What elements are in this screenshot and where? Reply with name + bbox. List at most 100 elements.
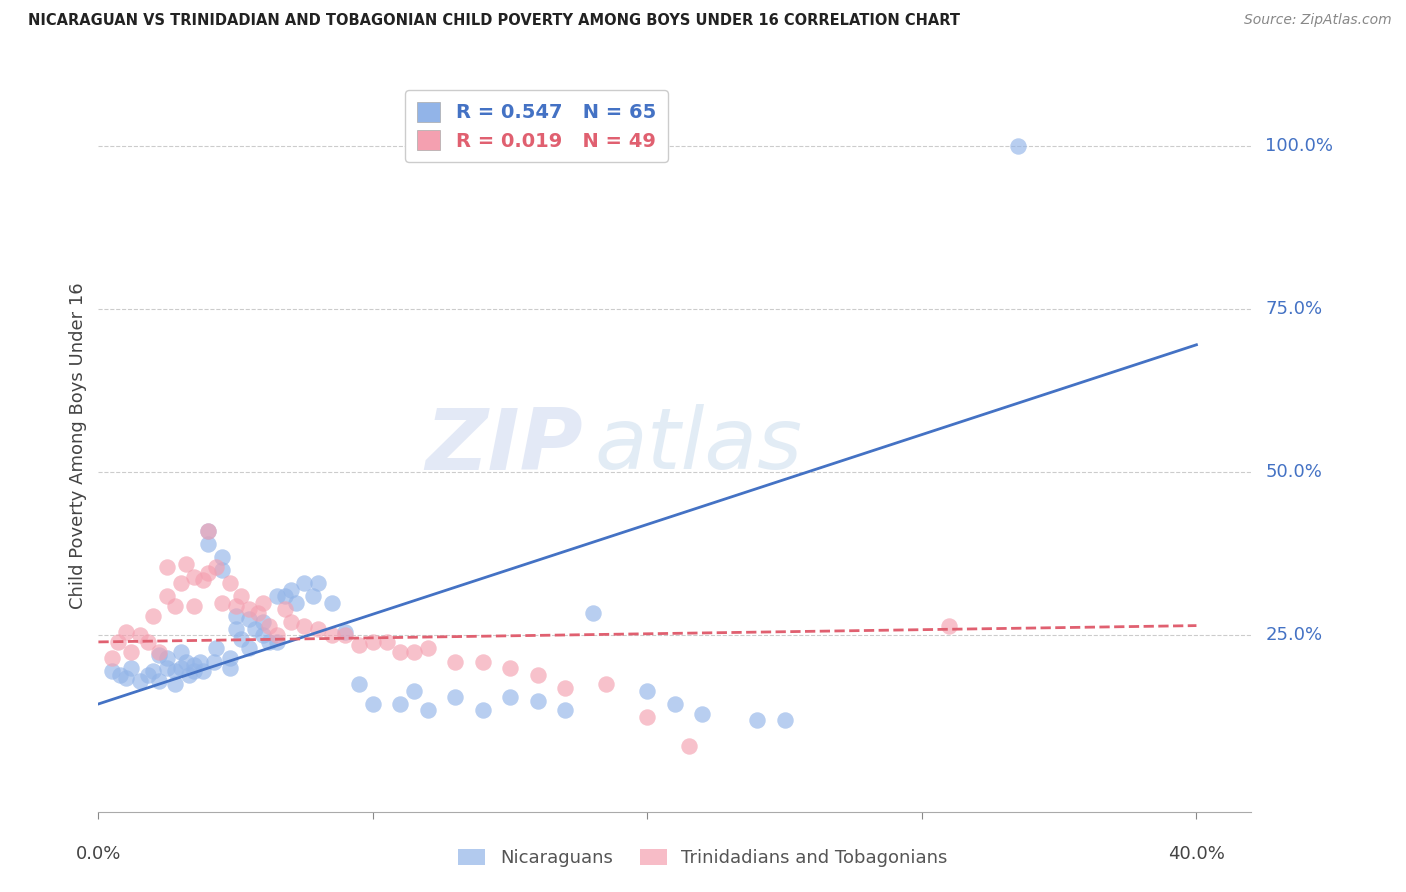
Point <box>170 661 193 675</box>
Point <box>156 651 179 665</box>
Point <box>404 684 426 698</box>
Point <box>307 576 329 591</box>
Point <box>347 638 370 652</box>
Point <box>444 655 467 669</box>
Point <box>499 690 522 705</box>
Point <box>225 599 247 613</box>
Point <box>243 622 266 636</box>
Point <box>292 618 315 632</box>
Point <box>197 566 219 581</box>
Point <box>554 681 576 695</box>
Point <box>238 641 260 656</box>
Point <box>274 589 297 603</box>
Text: 25.0%: 25.0% <box>1265 626 1323 644</box>
Point <box>183 599 205 613</box>
Point <box>526 667 548 681</box>
Point <box>128 674 150 689</box>
Point <box>165 677 187 691</box>
Point <box>219 661 242 675</box>
Point <box>636 684 658 698</box>
Point <box>101 665 124 679</box>
Point <box>174 655 197 669</box>
Point <box>773 714 796 728</box>
Point <box>101 651 124 665</box>
Legend: R = 0.547   N = 65, R = 0.019   N = 49: R = 0.547 N = 65, R = 0.019 N = 49 <box>405 90 668 162</box>
Point <box>404 645 426 659</box>
Point <box>156 661 179 675</box>
Point <box>136 635 159 649</box>
Point <box>197 524 219 538</box>
Y-axis label: Child Poverty Among Boys Under 16: Child Poverty Among Boys Under 16 <box>69 283 87 609</box>
Point <box>301 589 323 603</box>
Point <box>554 704 576 718</box>
Point <box>148 645 170 659</box>
Point <box>165 665 187 679</box>
Text: atlas: atlas <box>595 404 803 488</box>
Point <box>170 576 193 591</box>
Point <box>205 559 228 574</box>
Point <box>347 677 370 691</box>
Point <box>231 632 253 646</box>
Point <box>110 667 132 681</box>
Point <box>361 635 384 649</box>
Point <box>361 697 384 711</box>
Point <box>335 625 357 640</box>
Point <box>747 714 769 728</box>
Point <box>183 657 205 672</box>
Point <box>211 563 233 577</box>
Point <box>471 655 494 669</box>
Point <box>321 628 343 642</box>
Point <box>142 608 165 623</box>
Text: ZIP: ZIP <box>425 404 582 488</box>
Point <box>238 602 260 616</box>
Point <box>156 589 179 603</box>
Point <box>280 615 302 630</box>
Point <box>664 697 686 711</box>
Point <box>191 573 214 587</box>
Point <box>156 559 179 574</box>
Point <box>177 667 200 681</box>
Point <box>257 618 280 632</box>
Text: 50.0%: 50.0% <box>1265 463 1322 481</box>
Point <box>692 706 714 721</box>
Point <box>581 606 603 620</box>
Point <box>274 602 297 616</box>
Point <box>238 612 260 626</box>
Legend: Nicaraguans, Trinidadians and Tobagonians: Nicaraguans, Trinidadians and Tobagonian… <box>451 841 955 874</box>
Point <box>266 628 288 642</box>
Point <box>211 596 233 610</box>
Point <box>335 628 357 642</box>
Point <box>191 665 214 679</box>
Point <box>375 635 398 649</box>
Point <box>416 704 439 718</box>
Point <box>499 661 522 675</box>
Point <box>246 606 269 620</box>
Text: 0.0%: 0.0% <box>76 845 121 863</box>
Point <box>165 599 187 613</box>
Point <box>136 667 159 681</box>
Point <box>225 622 247 636</box>
Point <box>471 704 494 718</box>
Point <box>526 694 548 708</box>
Text: 75.0%: 75.0% <box>1265 300 1323 318</box>
Point <box>389 697 412 711</box>
Text: 40.0%: 40.0% <box>1168 845 1225 863</box>
Point <box>148 648 170 662</box>
Point <box>188 655 211 669</box>
Point <box>252 596 274 610</box>
Point <box>307 622 329 636</box>
Point <box>115 671 138 685</box>
Point <box>174 557 197 571</box>
Point <box>416 641 439 656</box>
Point <box>389 645 412 659</box>
Text: NICARAGUAN VS TRINIDADIAN AND TOBAGONIAN CHILD POVERTY AMONG BOYS UNDER 16 CORRE: NICARAGUAN VS TRINIDADIAN AND TOBAGONIAN… <box>28 13 960 29</box>
Point <box>252 628 274 642</box>
Point <box>938 618 960 632</box>
Point <box>292 576 315 591</box>
Point <box>148 674 170 689</box>
Point <box>252 615 274 630</box>
Point <box>321 596 343 610</box>
Point <box>257 635 280 649</box>
Point <box>202 655 225 669</box>
Point <box>1007 138 1029 153</box>
